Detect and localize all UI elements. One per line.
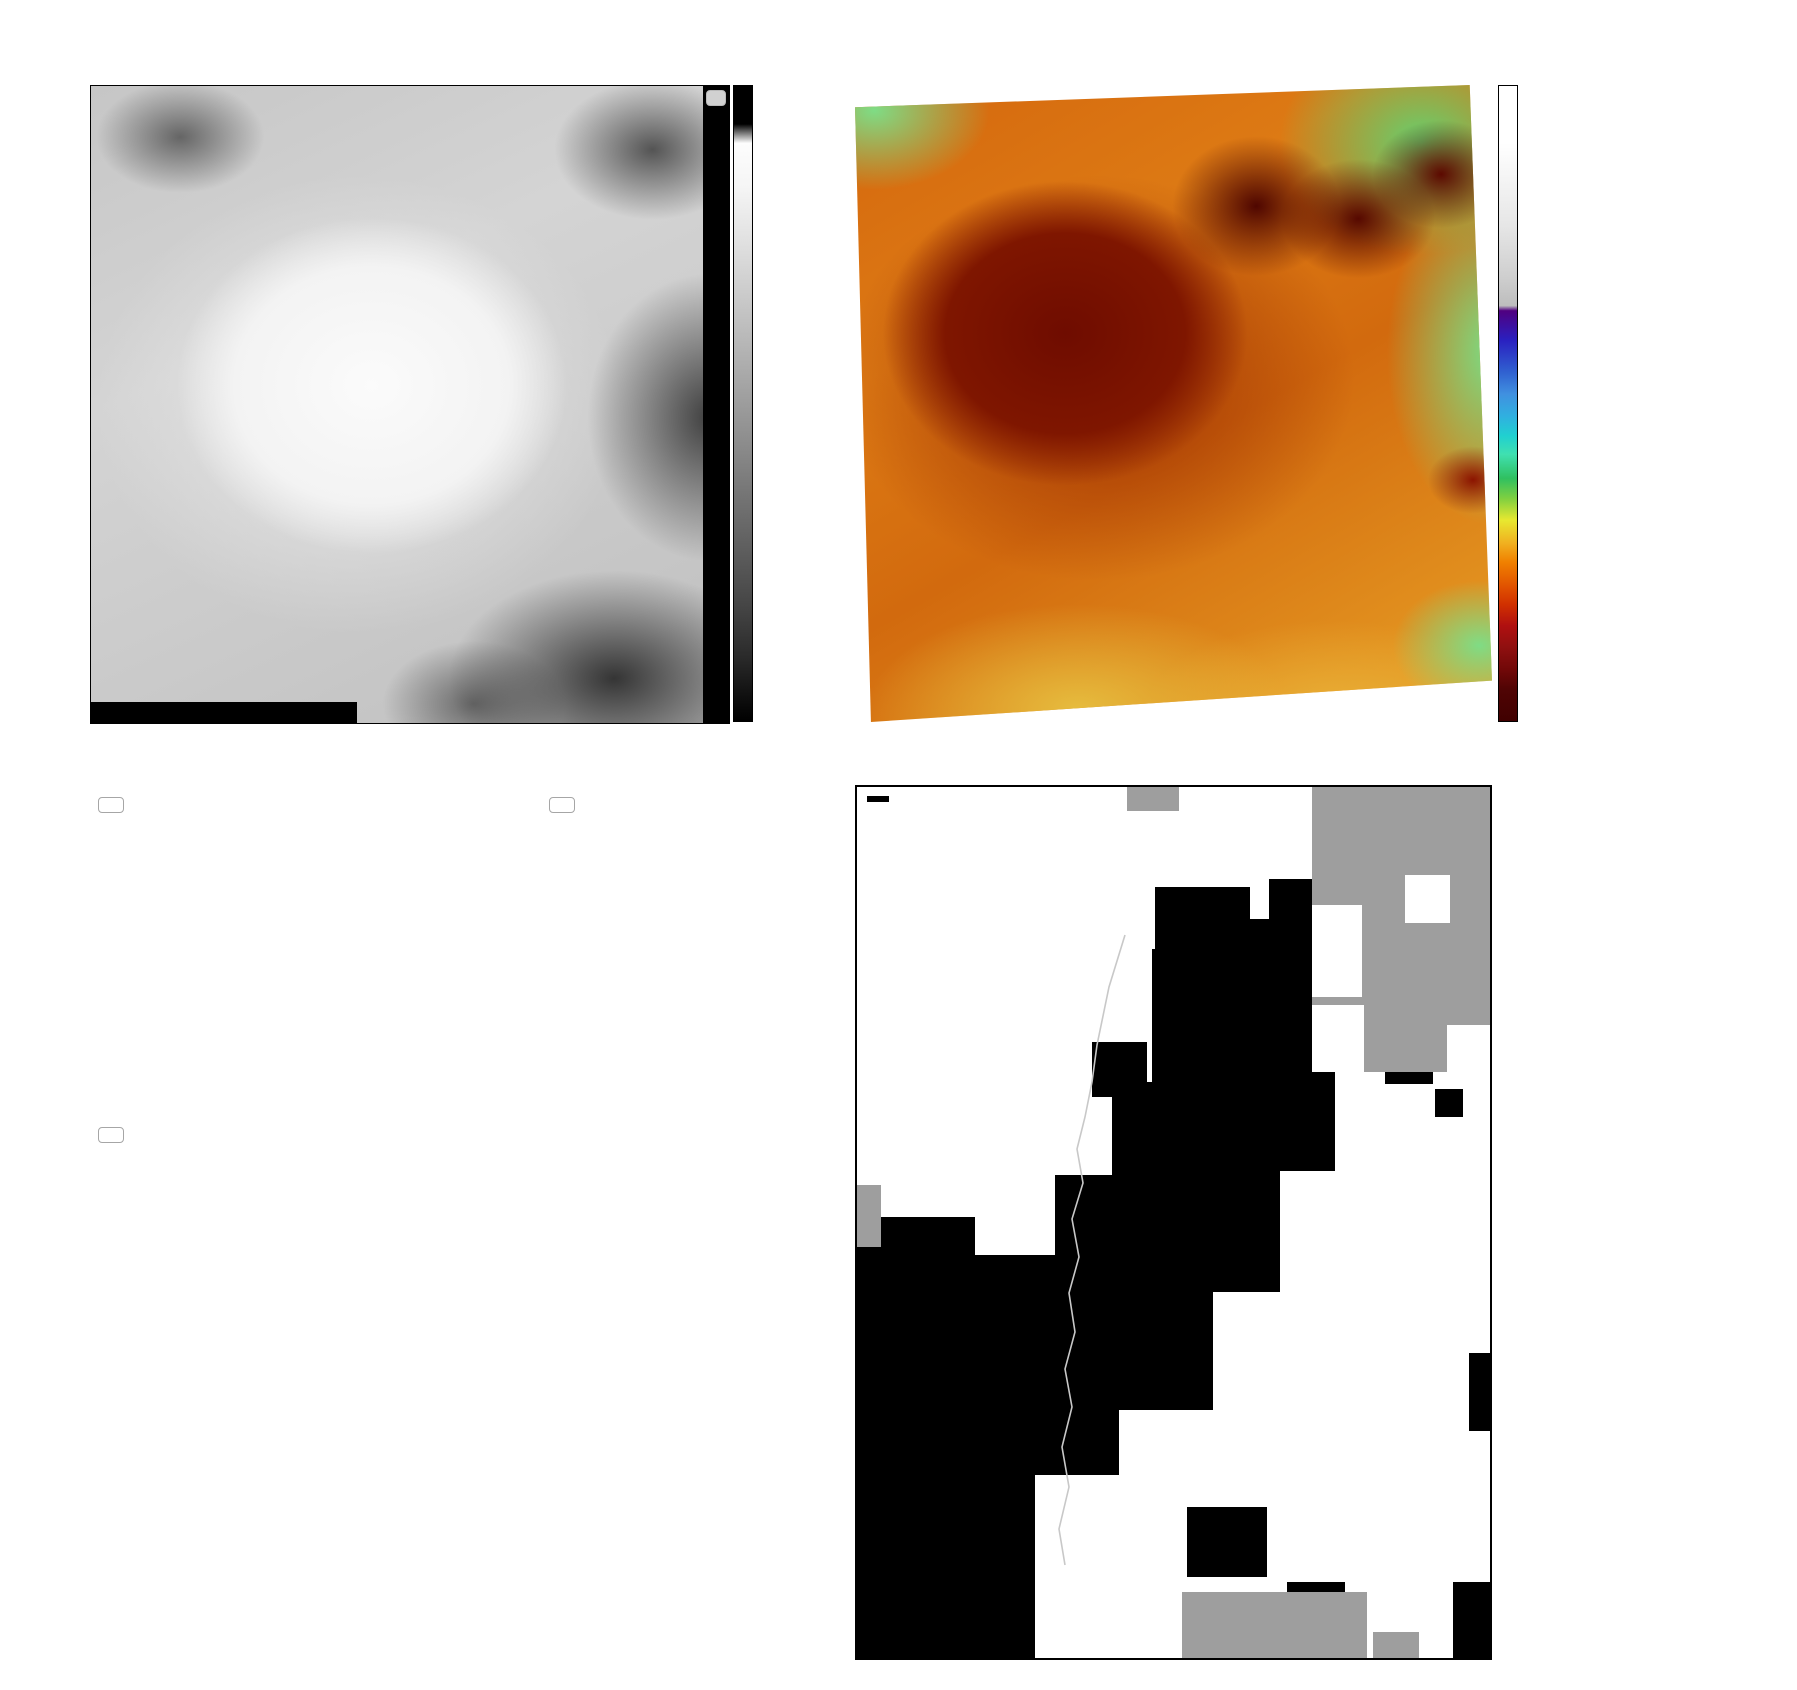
- band14-overlay: [91, 86, 729, 723]
- wind-pressure-chart: [85, 790, 745, 1120]
- wmg-count-badge: [867, 796, 889, 802]
- band14-colorbar: [733, 85, 753, 722]
- wmg-white-holes: [1312, 875, 1490, 1072]
- ace-chart: [85, 1120, 745, 1658]
- wmg-map: [855, 785, 1492, 1660]
- awv-satellite-map: [855, 85, 1492, 722]
- wmg-mask: [857, 787, 1490, 1658]
- ace-legend: [98, 1127, 124, 1143]
- awv-overlay: [855, 85, 1492, 722]
- awv-colorbar: [1498, 85, 1518, 722]
- wmg-black-region: [857, 879, 1490, 1658]
- map-legend: [706, 90, 726, 106]
- copyright-bar: [91, 702, 357, 723]
- wind-legend: [98, 797, 124, 813]
- no-data-strip: [703, 86, 729, 723]
- pressure-legend: [549, 797, 575, 813]
- awv-ir-image: [855, 85, 1492, 722]
- wmg-coastline: [1058, 934, 1126, 1566]
- band14-satellite-map: [90, 85, 730, 724]
